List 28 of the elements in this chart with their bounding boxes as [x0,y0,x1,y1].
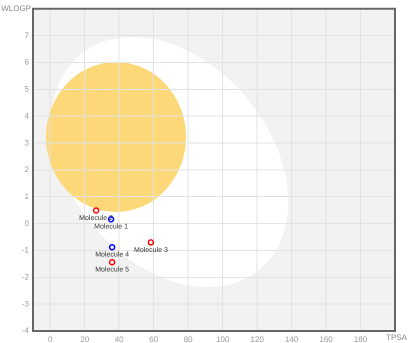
x-tick-label: 0 [48,335,54,343]
y-tick-label: 5 [24,84,30,94]
y-tick-label: 7 [24,30,30,40]
x-tick-label: 40 [114,335,124,343]
y-tick-label: 0 [24,218,30,228]
point [148,239,154,246]
y-axis-title: WLOGP [1,4,31,14]
y-tick-label: -1 [22,246,30,255]
y-tick-label: 2 [24,165,30,174]
y-tick-label: 3 [24,138,30,148]
x-tick-label: 160 [319,335,334,343]
x-tick-label: 180 [354,335,368,343]
x-tick-label: 80 [184,335,194,343]
x-tick-label: 140 [284,335,299,343]
x-tick-label: 20 [80,335,90,343]
point [92,207,100,214]
y-tick-label: 1 [24,192,30,201]
point [108,259,116,266]
y-tick-label: -3 [22,299,30,308]
x-tick-label: 60 [149,335,159,343]
x-tick-label: 100 [216,335,230,343]
y-tick-label: -2 [22,272,30,282]
y-tick-label: -4 [22,326,30,336]
point [108,244,116,250]
x-axis-title: TPSA [386,333,408,342]
y-tick-label: 6 [24,58,30,67]
x-tick-label: 120 [250,335,264,343]
y-tick-label: 4 [24,111,30,120]
